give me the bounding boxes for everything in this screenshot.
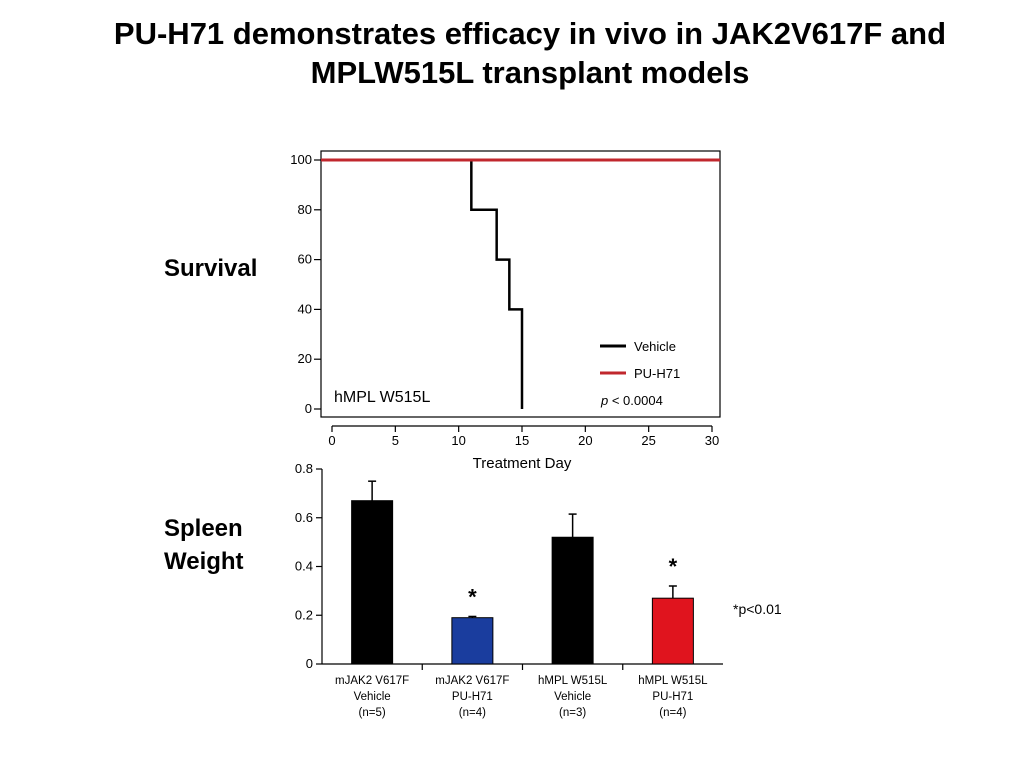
survival-y-tick-label: 100 — [290, 152, 312, 167]
survival-x-tick-label: 0 — [328, 433, 335, 448]
survival-x-tick-label: 25 — [641, 433, 655, 448]
slide-title: PU-H71 demonstrates efficacy in vivo in … — [40, 14, 1020, 92]
spleen-weight-label-line-1: Spleen — [164, 515, 243, 542]
spleen-category-label: (n=4) — [459, 707, 486, 719]
survival-y-tick-label: 20 — [298, 351, 312, 366]
spleen-category-label: hMPL W515L — [638, 675, 708, 687]
spleen-category-label: Vehicle — [554, 691, 591, 703]
spleen-category-label: (n=5) — [359, 707, 386, 719]
spleen-category-label: PU-H71 — [652, 691, 693, 703]
spleen-category-label: PU-H71 — [452, 691, 493, 703]
survival-x-tick-label: 5 — [392, 433, 399, 448]
spleen-bar — [651, 597, 694, 665]
spleen-significance-marker: * — [468, 584, 477, 609]
spleen-y-tick-label: 0.6 — [295, 510, 313, 525]
spleen-weight-label-line-2: Weight — [164, 548, 244, 575]
survival-p-value: p < 0.0004 — [600, 393, 663, 408]
survival-y-tick-label: 0 — [305, 401, 312, 416]
survival-legend-label: Vehicle — [634, 339, 676, 354]
spleen-category-label: (n=3) — [559, 707, 586, 719]
survival-chart: 0 20 40 60 80 100 0 5 10 15 20 25 30 Treatment Day hMP… — [290, 150, 721, 472]
spleen-y-tick-label: 0.8 — [295, 461, 313, 476]
slide-title-line-1: PU-H71 demonstrates efficacy in vivo in … — [113, 16, 947, 51]
survival-label: Survival — [164, 255, 258, 282]
slide-title-line-2: MPLW515L transplant models — [310, 55, 750, 90]
survival-annotation: hMPL W515L — [334, 389, 430, 406]
spleen-category-label: hMPL W515L — [538, 675, 608, 687]
spleen-weight-chart: 0 0.2 0.4 0.6 0.8 mJAK2 V617F Vehicle (n=5) * mJA… — [295, 461, 782, 719]
survival-x-axis-label: Treatment Day — [473, 455, 572, 472]
survival-y-tick-label: 80 — [298, 202, 312, 217]
survival-x-tick-label: 30 — [705, 433, 719, 448]
survival-y-tick-label: 60 — [298, 252, 312, 267]
spleen-significance-marker: * — [669, 554, 678, 579]
spleen-footnote: *p<0.01 — [733, 601, 782, 617]
spleen-category-label: (n=4) — [659, 707, 686, 719]
survival-legend-label: PU-H71 — [634, 366, 680, 381]
vehicle-survival-line — [332, 158, 524, 409]
spleen-y-tick-label: 0 — [306, 656, 313, 671]
spleen-category-label: mJAK2 V617F — [435, 675, 509, 687]
spleen-bar — [551, 536, 594, 665]
spleen-category-label: mJAK2 V617F — [335, 675, 409, 687]
spleen-bar — [351, 500, 394, 665]
survival-plot-frame — [320, 150, 721, 418]
survival-x-tick-label: 10 — [451, 433, 465, 448]
spleen-y-tick-label: 0.4 — [295, 559, 313, 574]
survival-x-tick-label: 15 — [515, 433, 529, 448]
spleen-category-label: Vehicle — [354, 691, 391, 703]
survival-x-tick-label: 20 — [578, 433, 592, 448]
spleen-bar — [451, 617, 494, 665]
survival-y-tick-label: 40 — [298, 301, 312, 316]
spleen-y-tick-label: 0.2 — [295, 607, 313, 622]
spleen-weight-label: Spleen Weight — [164, 512, 244, 578]
